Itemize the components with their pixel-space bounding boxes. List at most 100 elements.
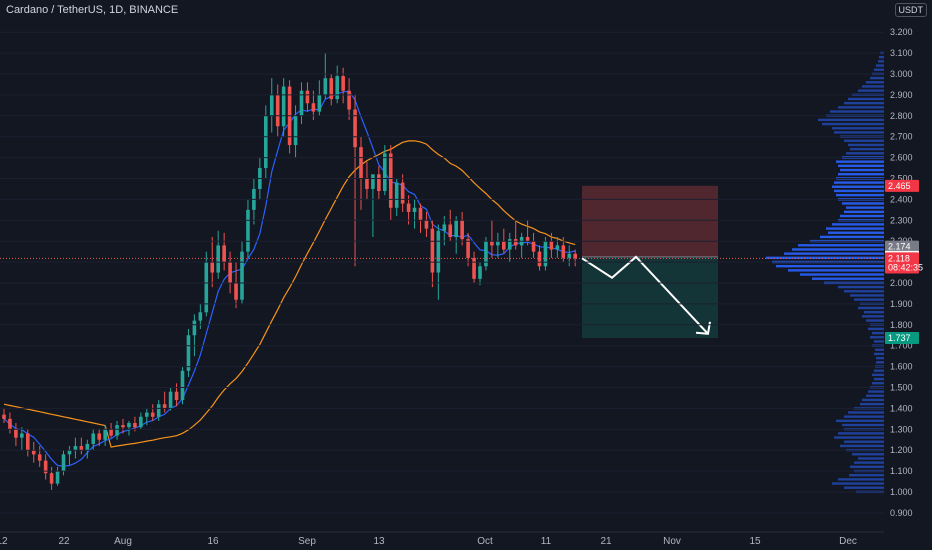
profile-bar: [828, 231, 884, 234]
candle-body: [388, 153, 393, 208]
y-tick-label: 2.000: [890, 278, 913, 288]
candle-body: [460, 220, 464, 240]
price-tag-label: 2.174: [888, 242, 911, 252]
x-tick-label: 13: [373, 536, 385, 547]
candle-body: [394, 182, 399, 208]
candle-body: [555, 245, 560, 250]
profile-bar: [866, 81, 884, 84]
y-tick-label: 1.700: [890, 341, 913, 351]
profile-bar: [834, 189, 884, 193]
profile-bar: [834, 436, 884, 439]
price-tag-box: [885, 179, 919, 192]
candle-body: [329, 78, 334, 100]
profile-bar: [834, 131, 884, 134]
candle-body: [448, 224, 453, 238]
candle-body: [549, 241, 554, 250]
candle-body: [317, 94, 322, 112]
candle-body: [537, 251, 542, 267]
candle-body: [139, 416, 143, 428]
candle-body: [192, 320, 197, 336]
y-tick-label: 3.000: [890, 69, 913, 79]
candle-body: [466, 239, 470, 258]
profile-bar: [788, 269, 884, 272]
candle-body: [26, 433, 30, 451]
price-tag-box: [885, 252, 919, 265]
chart-title: Cardano / TetherUS, 1D, BINANCE: [6, 4, 179, 16]
candle-body: [150, 412, 155, 417]
candle-body: [204, 262, 209, 313]
profile-bar: [874, 68, 884, 71]
y-tick-label: 1.000: [890, 487, 913, 497]
candle-body: [412, 207, 417, 212]
candle-body: [269, 94, 274, 116]
candle-body: [525, 237, 530, 242]
y-tick-label: 1.400: [890, 403, 913, 413]
y-tick-label: 1.500: [890, 383, 913, 393]
candle-body: [73, 446, 78, 451]
candle-body: [472, 257, 476, 279]
x-tick-label: Nov: [663, 536, 681, 547]
profile-bar: [874, 340, 884, 343]
candle-body: [531, 241, 536, 252]
profile-bar: [844, 486, 884, 489]
price-tag-label: 2.118: [888, 253, 910, 263]
candle-body: [31, 450, 36, 455]
profile-bar: [844, 440, 884, 443]
y-tick-label: 1.900: [890, 299, 913, 309]
candle-body: [91, 433, 96, 444]
time-axis[interactable]: 12 22 Aug 16 Sep 13 Oct 11 21 Nov 15 Dec: [0, 531, 884, 547]
profile-bar: [874, 369, 884, 372]
candle-body: [43, 460, 48, 474]
candle-body: [341, 76, 345, 91]
y-tick-label: 2.900: [890, 90, 913, 100]
price-axis[interactable]: 0.900 1.000 1.100 1.200 1.300 1.400 1.500 1.600…: [0, 27, 913, 518]
profile-bar: [832, 185, 884, 188]
candle-body: [430, 228, 435, 273]
candle-body: [216, 245, 220, 273]
profile-bar: [792, 248, 884, 251]
candle-body: [186, 335, 191, 371]
profile-bar: [818, 118, 884, 122]
profile-bar: [840, 214, 884, 218]
x-tick-label: 11: [541, 536, 552, 547]
candle-body: [55, 471, 60, 484]
projection-arrow[interactable]: [581, 255, 711, 335]
candle-body: [67, 450, 72, 455]
candle-body: [168, 391, 173, 409]
candle-body: [478, 266, 482, 279]
candle-body: [162, 404, 167, 409]
profile-bar: [868, 390, 884, 393]
profile-bar: [776, 264, 884, 268]
profile-bar: [846, 206, 884, 209]
y-tick-label: 2.500: [890, 174, 913, 184]
y-tick-label: 1.100: [890, 466, 913, 476]
candle-body: [305, 90, 310, 104]
candle-body: [347, 90, 351, 110]
profile-bar: [812, 277, 884, 280]
currency-unit[interactable]: USDT: [894, 3, 927, 17]
slow-ma-line: [3, 140, 576, 448]
candle-body: [145, 412, 149, 417]
profile-bar: [850, 147, 884, 151]
x-tick-label: 16: [207, 536, 219, 547]
profile-bar: [822, 122, 884, 126]
candle-body: [103, 429, 107, 440]
profile-bar: [858, 306, 884, 310]
x-tick-label: Oct: [477, 536, 493, 547]
profile-bar: [866, 319, 884, 322]
candle-body: [37, 454, 42, 461]
profile-bar: [849, 473, 884, 477]
candle-body: [2, 414, 6, 419]
profile-bar: [872, 373, 884, 377]
profile-bar: [838, 106, 884, 109]
candle-body: [210, 262, 215, 273]
profile-bar: [834, 181, 884, 184]
profile-bar: [838, 173, 884, 176]
candle-body: [133, 423, 137, 428]
profile-bar: [838, 478, 884, 481]
candle-body: [109, 429, 113, 436]
profile-bar: [766, 256, 884, 260]
candle-body: [121, 425, 125, 428]
